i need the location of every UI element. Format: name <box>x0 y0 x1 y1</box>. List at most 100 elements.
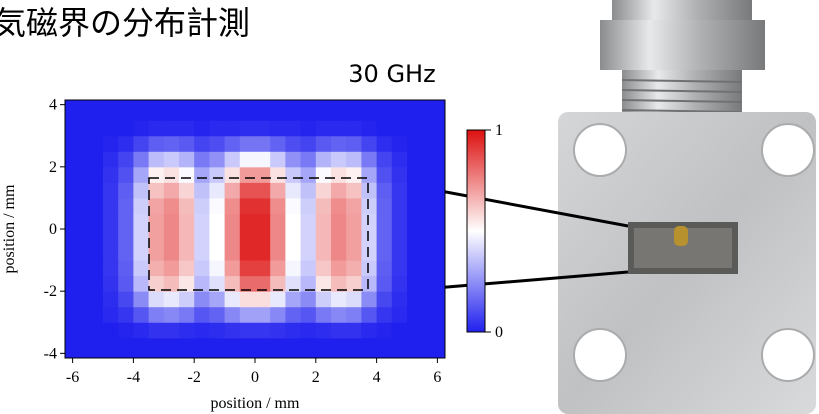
heatmap-cell <box>316 136 332 152</box>
heatmap-cell <box>270 182 286 198</box>
heatmap-cell <box>392 276 408 292</box>
heatmap-cell <box>209 100 225 121</box>
heatmap-cell <box>301 136 317 152</box>
heatmap-cell <box>65 182 88 198</box>
heatmap-cell <box>88 322 104 338</box>
heatmap-cell <box>103 229 119 245</box>
heatmap-cell <box>422 198 445 214</box>
heatmap-cell <box>270 100 286 121</box>
heatmap-cell <box>164 167 180 183</box>
heatmap-cell <box>270 229 286 245</box>
heatmap-cell <box>240 167 256 183</box>
heatmap-cell <box>164 151 180 167</box>
heatmap-cell <box>133 245 149 261</box>
heatmap-cell <box>255 338 271 359</box>
heatmap-cell <box>422 213 445 229</box>
heatmap-cell <box>285 213 301 229</box>
heatmap-cell <box>361 213 377 229</box>
heatmap-cell <box>88 182 104 198</box>
heatmap-cell <box>407 291 423 307</box>
heatmap-cell <box>407 245 423 261</box>
heatmap-cell <box>301 291 317 307</box>
heatmap-cell <box>361 198 377 214</box>
heatmap-cell <box>285 167 301 183</box>
heatmap-cell <box>149 182 165 198</box>
heatmap-cell <box>103 120 119 136</box>
heatmap-cell <box>301 167 317 183</box>
y-tick-label: -2 <box>44 283 57 300</box>
heatmap-cell <box>407 229 423 245</box>
heatmap-cell <box>346 167 362 183</box>
heatmap-cell <box>346 322 362 338</box>
heatmap-cell <box>270 291 286 307</box>
heatmap-cell <box>103 136 119 152</box>
heatmap-cell <box>103 213 119 229</box>
heatmap-cell <box>270 198 286 214</box>
heatmap-cell <box>346 229 362 245</box>
heatmap-cell <box>346 338 362 359</box>
heatmap-cell <box>194 167 210 183</box>
heatmap-cell <box>133 198 149 214</box>
heatmap-cell <box>133 338 149 359</box>
heatmap-cell <box>331 198 347 214</box>
heatmap-cell <box>301 151 317 167</box>
heatmap-cell <box>209 260 225 276</box>
heatmap-cell <box>316 338 332 359</box>
heatmap-cell <box>88 100 104 121</box>
heatmap-cell <box>149 322 165 338</box>
heatmap-cell <box>179 260 195 276</box>
heatmap-cell <box>377 213 393 229</box>
heatmap-cell <box>407 167 423 183</box>
y-tick-label: 2 <box>49 159 57 176</box>
heatmap-cell <box>88 167 104 183</box>
heatmap-cell <box>209 151 225 167</box>
heatmap-cell <box>377 276 393 292</box>
heatmap-cell <box>194 182 210 198</box>
heatmap-cell <box>377 198 393 214</box>
heatmap-cell <box>118 260 134 276</box>
heatmap-cell <box>255 198 271 214</box>
heatmap-cell <box>103 167 119 183</box>
heatmap-cell <box>377 307 393 323</box>
heatmap-cell <box>240 307 256 323</box>
heatmap-cell <box>88 151 104 167</box>
heatmap-cell <box>88 229 104 245</box>
heatmap-cell <box>377 120 393 136</box>
x-tick-label: 2 <box>312 369 320 386</box>
heatmap-cell <box>103 276 119 292</box>
heatmap-cell <box>377 167 393 183</box>
heatmap-cell <box>285 198 301 214</box>
heatmap-cell <box>164 322 180 338</box>
heatmap-cell <box>270 120 286 136</box>
heatmap-cell <box>65 198 88 214</box>
heatmap-cell <box>255 100 271 121</box>
heatmap-cell <box>392 245 408 261</box>
heatmap-cell <box>240 100 256 121</box>
heatmap-cell <box>377 229 393 245</box>
heatmap-cell <box>65 167 88 183</box>
heatmap-cell <box>407 260 423 276</box>
heatmap-cell <box>225 322 241 338</box>
heatmap-cell <box>422 151 445 167</box>
heatmap-cell <box>392 213 408 229</box>
heatmap-cell <box>285 136 301 152</box>
heatmap-cell <box>149 120 165 136</box>
heatmap-cell <box>255 151 271 167</box>
heatmap-cell <box>149 151 165 167</box>
heatmap-cell <box>240 260 256 276</box>
heatmap-cell <box>285 307 301 323</box>
heatmap-cell <box>270 260 286 276</box>
x-axis-label: position / mm <box>211 395 300 412</box>
heatmap-cell <box>133 213 149 229</box>
heatmap-cell <box>361 260 377 276</box>
heatmap-cell <box>407 151 423 167</box>
heatmap-cell <box>164 245 180 261</box>
x-tick-label: -6 <box>66 369 79 386</box>
heatmap-cell <box>422 291 445 307</box>
heatmap-cell <box>361 291 377 307</box>
heatmap-cell <box>194 100 210 121</box>
heatmap-cell <box>285 338 301 359</box>
heatmap-cell <box>133 120 149 136</box>
heatmap-cell <box>65 213 88 229</box>
heatmap-cell <box>331 213 347 229</box>
